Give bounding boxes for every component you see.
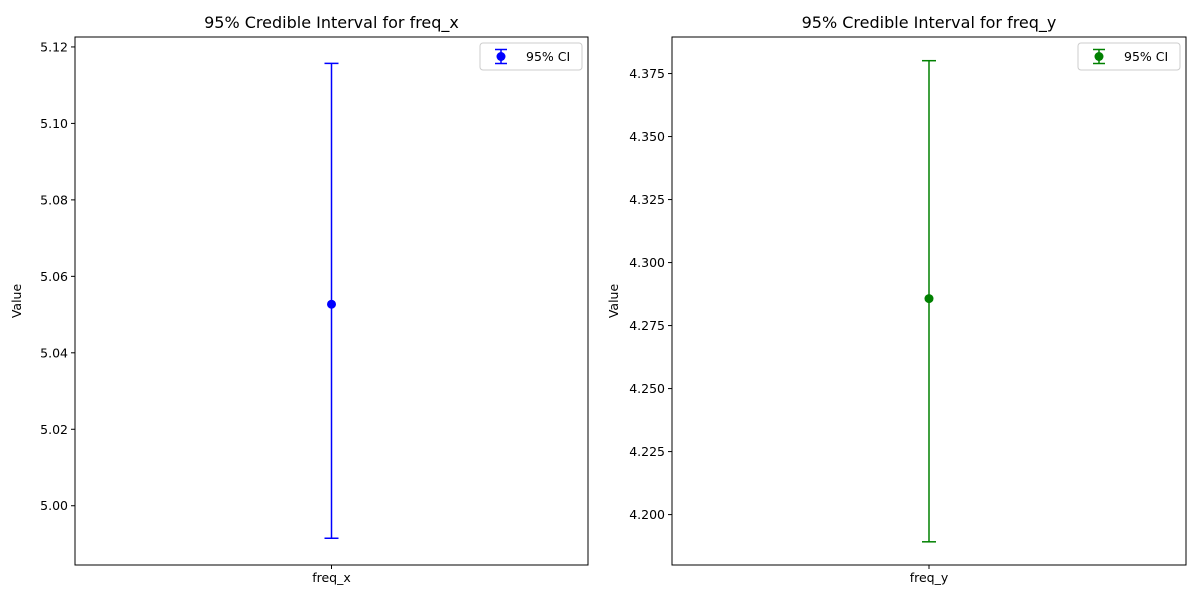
chart-panel-1: 95% Credible Interval for freq_x 5.00 5.02… (9, 13, 589, 585)
y-tick-label: 4.350 (629, 129, 665, 144)
y-tick-label: 4.200 (629, 507, 665, 522)
y-tick-label: 4.375 (629, 66, 665, 81)
axes-frame (671, 36, 1187, 566)
x-tick-label: freq_x (312, 570, 351, 585)
x-tick-label: freq_y (910, 570, 949, 585)
y-tick-label: 4.325 (629, 192, 665, 207)
legend-label: 95% CI (1124, 49, 1168, 64)
estimate-point (924, 294, 934, 304)
y-tick-label: 5.04 (40, 345, 68, 360)
legend-marker-point (1094, 52, 1104, 61)
legend-label: 95% CI (526, 49, 570, 64)
y-tick-label: 5.02 (40, 422, 68, 437)
y-tick-label: 4.300 (629, 255, 665, 270)
estimate-point (327, 299, 336, 309)
y-tick-label: 5.06 (40, 269, 68, 284)
y-tick-label: 5.12 (40, 39, 68, 54)
chart-title: 95% Credible Interval for freq_y (802, 13, 1057, 33)
y-tick-label: 4.225 (629, 444, 665, 459)
y-tick-label: 4.250 (629, 381, 665, 396)
y-tick-label: 4.275 (629, 318, 665, 333)
y-tick-label: 5.00 (40, 498, 68, 513)
legend: 95% CI (479, 42, 583, 71)
legend-marker-point (496, 52, 506, 61)
y-tick-label: 5.08 (40, 192, 68, 207)
axes-frame (74, 36, 589, 566)
y-tick-label: 5.10 (40, 116, 68, 131)
chart-title: 95% Credible Interval for freq_x (204, 13, 459, 33)
y-axis-label: Value (9, 284, 24, 319)
y-axis-label: Value (606, 284, 621, 319)
legend: 95% CI (1077, 42, 1181, 71)
chart-panel-2: 95% Credible Interval for freq_y 4.200 4.2… (606, 13, 1187, 585)
